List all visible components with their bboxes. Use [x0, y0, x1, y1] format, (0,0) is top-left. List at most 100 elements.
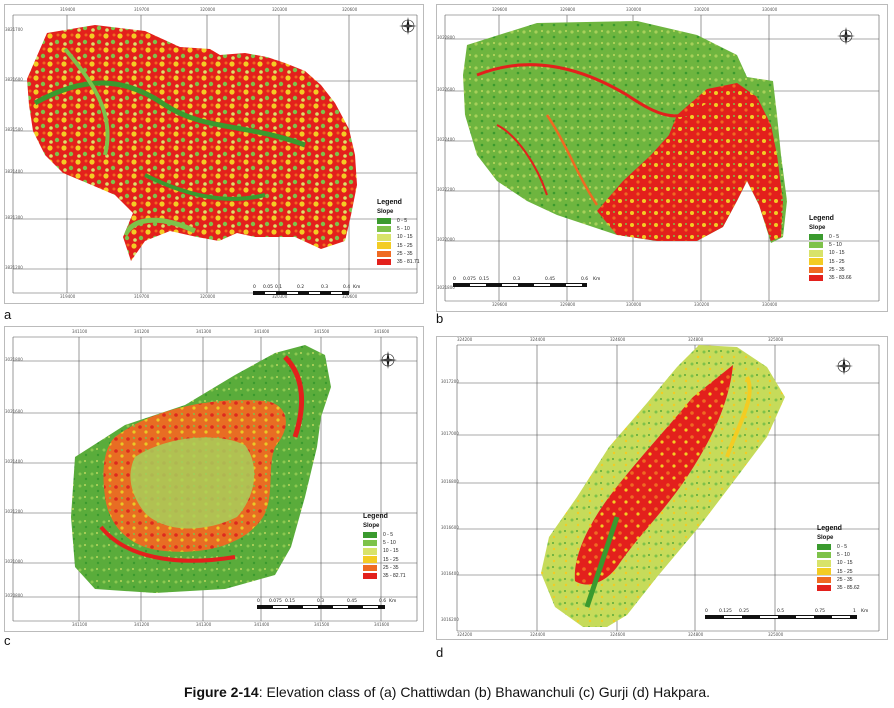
legend-swatch — [817, 576, 831, 584]
x-tick-bottom: 324800 — [688, 632, 704, 637]
scale-bar-d: 0 0.125 0.25 0.5 0.75 1 Km — [705, 609, 871, 623]
legend-title: Legend — [363, 513, 388, 520]
legend-class-label: 35 - 81.71 — [397, 259, 420, 266]
map-panel-b: 329600 329800 330000 330200 330400 32960… — [436, 4, 888, 312]
legend-class-label: 0 - 5 — [837, 544, 848, 551]
legend-c: Legend Slope 0 - 5 5 - 10 10 - 15 15 - 2… — [363, 513, 406, 580]
legend-a: Legend Slope 0 - 5 5 - 10 10 - 15 15 - 2… — [377, 199, 420, 266]
y-tick: 3016600 — [441, 525, 459, 530]
legend-class-label: 0 - 5 — [829, 234, 840, 241]
scale-bar-c: 0 0.075 0.15 0.3 0.45 0.6 Km — [257, 599, 407, 613]
scale-label: 0.45 — [545, 277, 556, 282]
x-tick-bottom: 341600 — [374, 622, 390, 627]
x-tick-top: 324800 — [688, 337, 704, 342]
legend-swatch — [363, 572, 377, 580]
map-panel-d: 324200 324400 324600 324800 325000 32420… — [436, 336, 888, 640]
x-tick-top: 341300 — [196, 329, 212, 334]
legend-swatch — [809, 258, 823, 265]
legend-subtitle: Slope — [817, 535, 834, 541]
scale-bar-b: 0 0.075 0.15 0.3 0.45 0.6 Km — [453, 277, 613, 291]
scale-label: 0.075 — [463, 277, 476, 282]
x-tick-top: 330000 — [626, 7, 642, 12]
y-tick: 3821300 — [5, 215, 23, 220]
y-tick: 3016200 — [441, 617, 459, 622]
y-tick: 3821200 — [5, 265, 23, 270]
panel-label-b: b — [436, 311, 444, 326]
scale-label: 1 — [853, 609, 856, 614]
x-tick-top: 324600 — [610, 337, 626, 342]
x-tick-top: 320600 — [342, 7, 358, 12]
y-tick: 3022000 — [437, 237, 455, 242]
figure-caption: Figure 2-14: Elevation class of (a) Chat… — [0, 684, 894, 700]
y-tick: 3022400 — [437, 137, 455, 142]
legend-swatch — [363, 564, 377, 572]
legend-class-label: 15 - 25 — [837, 568, 853, 575]
scale-label: 0.05 — [263, 285, 274, 290]
scale-label: 0.6 — [581, 277, 589, 282]
y-tick: 3020800 — [5, 593, 23, 598]
legend-subtitle: Slope — [363, 523, 380, 529]
x-tick-bottom: 330200 — [694, 302, 710, 307]
scale-label: 0.2 — [297, 285, 305, 290]
grid-lines — [456, 344, 880, 632]
legend-class-label: 0 - 5 — [397, 218, 408, 225]
x-tick-top: 329800 — [560, 7, 576, 12]
legend-swatch — [817, 584, 831, 592]
y-tick: 3021800 — [437, 285, 455, 290]
x-tick-top: 319400 — [60, 7, 76, 12]
x-tick-bottom: 319400 — [60, 294, 76, 299]
x-tick-bottom: 325000 — [768, 632, 784, 637]
legend-class-label: 25 - 35 — [829, 266, 845, 273]
x-tick-bottom: 324200 — [457, 632, 473, 637]
legend-swatch — [377, 250, 391, 258]
scale-label: 0 — [257, 599, 260, 604]
y-tick: 3022800 — [437, 35, 455, 40]
legend-class-label: 5 - 10 — [829, 242, 842, 249]
x-tick-top: 330400 — [762, 7, 778, 12]
legend-class-label: 25 - 35 — [383, 564, 399, 571]
y-tick: 3021400 — [5, 459, 23, 464]
x-tick-top: 325000 — [768, 337, 784, 342]
legend-swatch — [377, 242, 391, 249]
x-tick-bottom: 341400 — [254, 622, 270, 627]
panel-label-c: c — [4, 633, 11, 648]
legend-swatch — [377, 258, 391, 266]
legend-swatch — [377, 217, 391, 225]
y-tick: 3021000 — [5, 559, 23, 564]
scale-label: 0.1 — [275, 285, 283, 290]
x-tick-top: 341200 — [134, 329, 150, 334]
x-tick-bottom: 320300 — [272, 294, 288, 299]
legend-class-label: 35 - 83.66 — [829, 275, 852, 282]
y-tick: 3022200 — [437, 187, 455, 192]
legend-d: Legend Slope 0 - 5 5 - 10 10 - 15 15 - 2… — [817, 525, 860, 592]
legend-swatch — [817, 560, 831, 567]
x-tick-top: 341100 — [72, 329, 88, 334]
scale-label: 0 — [453, 277, 456, 282]
x-tick-bottom: 324600 — [610, 632, 626, 637]
legend-class-label: 10 - 15 — [383, 548, 399, 555]
x-tick-bottom: 320600 — [342, 294, 358, 299]
legend-class-label: 0 - 5 — [383, 532, 394, 539]
scale-unit: Km — [389, 599, 397, 604]
scale-label: 0.3 — [321, 285, 329, 290]
scale-label: 0.25 — [739, 609, 750, 614]
x-tick-bottom: 319700 — [134, 294, 150, 299]
y-tick: 3017000 — [441, 431, 459, 436]
slope-map-b — [444, 14, 880, 302]
panel-label-d: d — [436, 645, 444, 660]
scale-bar-a: 0 0.05 0.1 0.2 0.3 0.4 Km — [253, 285, 363, 297]
x-tick-bottom: 330000 — [626, 302, 642, 307]
legend-swatch — [817, 568, 831, 575]
x-tick-top: 341500 — [314, 329, 330, 334]
legend-b: Legend Slope 0 - 5 5 - 10 10 - 15 15 - 2… — [809, 215, 852, 282]
scale-label: 0.15 — [285, 599, 296, 604]
x-tick-bottom: 324400 — [530, 632, 546, 637]
x-tick-bottom: 341200 — [134, 622, 150, 627]
y-tick: 3021800 — [5, 357, 23, 362]
legend-swatch — [377, 234, 391, 241]
scale-label: 0.6 — [379, 599, 387, 604]
legend-swatch — [809, 266, 823, 274]
x-tick-top: 320300 — [272, 7, 288, 12]
y-tick: 3821700 — [5, 27, 23, 32]
legend-class-label: 5 - 10 — [837, 552, 850, 559]
